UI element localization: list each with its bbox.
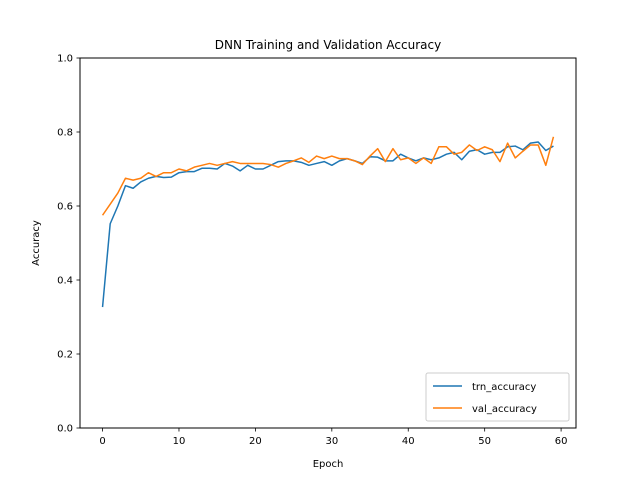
x-tick-label: 0 [99,436,105,447]
x-tick-label: 50 [478,436,491,447]
y-tick-label: 0.8 [57,128,73,139]
axes-frame [79,57,577,429]
y-tick-label: 0.6 [57,202,73,213]
series-line-val-accuracy [101,136,555,216]
legend-label-trn-accuracy: trn_accuracy [472,382,536,393]
x-axis-label: Epoch [313,459,344,470]
x-tick-label: 30 [325,436,338,447]
y-axis-label: Accuracy [31,220,42,266]
legend-label-val-accuracy: val_accuracy [472,404,537,415]
chart-title: DNN Training and Validation Accuracy [215,38,441,52]
series-line-trn-accuracy [101,141,554,308]
y-tick-label: 0.2 [57,350,73,361]
x-tick-label: 60 [555,436,568,447]
x-tick-label: 10 [173,436,186,447]
y-tick-label: 0.0 [57,424,73,435]
y-tick-label: 0.4 [57,276,73,287]
legend-box [425,372,570,422]
legend: trn_accuracy val_accuracy [425,372,570,422]
y-tick-label: 1.0 [57,54,73,65]
x-tick-label: 40 [402,436,415,447]
x-tick-label: 20 [249,436,262,447]
